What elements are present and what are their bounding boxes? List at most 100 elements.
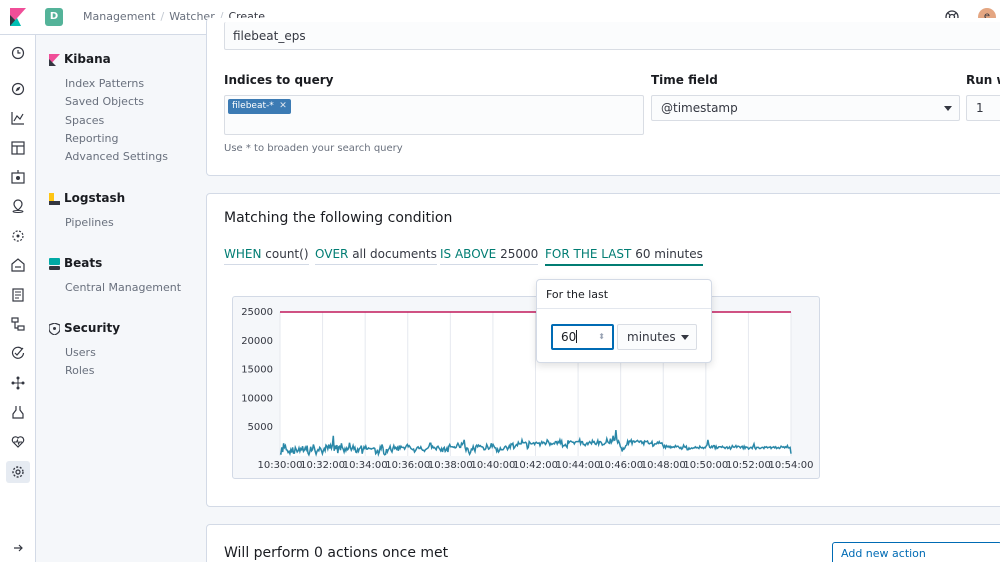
indices-help-text: Use * to broaden your search query (224, 143, 403, 154)
sidebar-item-users[interactable]: Users (65, 346, 96, 359)
logstash-section-title: Logstash (64, 191, 126, 205)
graph-icon[interactable] (11, 376, 25, 390)
sidebar-item-index-patterns[interactable]: Index Patterns (65, 77, 145, 90)
clock-icon[interactable] (11, 46, 25, 60)
name-field[interactable]: filebeat_eps (224, 22, 1000, 50)
text-cursor (576, 330, 578, 343)
visualize-icon[interactable] (11, 111, 25, 125)
kibana-logo-icon[interactable] (10, 8, 26, 26)
time-size-input[interactable]: 60 ⬍ (551, 324, 614, 350)
condition-title: Matching the following condition (224, 210, 453, 226)
infrastructure-icon[interactable] (11, 258, 25, 272)
index-chip-label: filebeat-* (232, 101, 274, 111)
x-tick-label: 10:32:00 (300, 460, 345, 471)
breadcrumb-management[interactable]: Management (83, 10, 156, 23)
icon-nav (0, 35, 36, 562)
chevron-down-icon (944, 106, 952, 111)
breadcrumb: Management / Watcher / Create (83, 10, 265, 23)
over-expression[interactable]: OVER all documents (315, 247, 437, 265)
above-expression[interactable]: IS ABOVE 25000 (440, 247, 539, 265)
x-tick-label: 10:44:00 (556, 460, 601, 471)
ml-icon[interactable] (11, 229, 25, 243)
time-size-value: 60 (561, 330, 577, 344)
when-value: count() (265, 247, 309, 261)
over-key: OVER (315, 247, 349, 261)
x-tick-label: 10:42:00 (513, 460, 558, 471)
time-unit-value: minutes (627, 330, 676, 344)
kibana-icon (49, 54, 60, 66)
for-the-last-expression[interactable]: FOR THE LAST 60 minutes (545, 247, 703, 266)
stepper-icon[interactable]: ⬍ (598, 332, 605, 341)
above-key: IS ABOVE (440, 247, 497, 261)
sidebar-item-reporting[interactable]: Reporting (65, 132, 119, 145)
sidebar-item-pipelines[interactable]: Pipelines (65, 216, 114, 229)
sidebar-item-central-management[interactable]: Central Management (65, 281, 182, 294)
x-tick-label: 10:34:00 (343, 460, 388, 471)
y-tick-label: 5000 (248, 422, 273, 433)
breadcrumb-watcher[interactable]: Watcher (169, 10, 215, 23)
indices-combobox[interactable]: filebeat-* ✕ (224, 95, 644, 135)
actions-title: Will perform 0 actions once met (224, 545, 449, 561)
when-key: WHEN (224, 247, 262, 261)
management-sidebar: Kibana Index Patterns Saved Objects Spac… (37, 35, 205, 562)
maps-icon[interactable] (11, 199, 25, 213)
dev-tools-icon[interactable] (11, 405, 25, 419)
kibana-section-title: Kibana (64, 52, 111, 66)
time-field-label: Time field (651, 73, 718, 87)
x-tick-label: 10:38:00 (428, 460, 473, 471)
beats-icon (49, 258, 60, 270)
collapse-icon[interactable] (11, 541, 25, 555)
sidebar-item-saved-objects[interactable]: Saved Objects (65, 95, 145, 108)
run-value: 1 (976, 101, 984, 115)
x-tick-label: 10:54:00 (769, 460, 814, 471)
sidebar-item-advanced-settings[interactable]: Advanced Settings (65, 150, 168, 163)
series-line (279, 430, 792, 457)
name-field-value: filebeat_eps (233, 29, 306, 43)
time-field-value: @timestamp (661, 101, 738, 115)
run-label: Run w (966, 73, 1000, 87)
x-tick-label: 10:36:00 (385, 460, 430, 471)
canvas-icon[interactable] (11, 170, 25, 184)
discover-icon[interactable] (11, 82, 25, 96)
x-tick-label: 10:48:00 (641, 460, 686, 471)
logs-icon[interactable] (11, 288, 25, 302)
x-tick-label: 10:46:00 (598, 460, 643, 471)
dashboard-icon[interactable] (11, 141, 25, 155)
management-icon[interactable] (11, 465, 25, 479)
last-key: FOR THE LAST (545, 247, 632, 261)
indices-label: Indices to query (224, 73, 334, 87)
chip-remove-icon[interactable]: ✕ (279, 101, 287, 111)
add-new-action-button[interactable]: Add new action (832, 542, 1000, 562)
y-tick-label: 20000 (241, 336, 273, 347)
sidebar-item-spaces[interactable]: Spaces (65, 114, 105, 127)
above-value: 25000 (500, 247, 539, 261)
management-active-bg (6, 461, 30, 483)
when-expression[interactable]: WHEN count() (224, 247, 309, 265)
time-unit-select[interactable]: minutes (617, 324, 697, 350)
sidebar-item-roles[interactable]: Roles (65, 364, 95, 377)
shield-icon (49, 323, 60, 335)
chevron-down-icon (681, 335, 689, 340)
apm-icon[interactable] (11, 317, 25, 331)
for-the-last-popover: For the last 60 ⬍ minutes (536, 279, 712, 363)
breadcrumb-separator: / (219, 10, 224, 23)
monitoring-icon[interactable] (11, 435, 25, 449)
time-field-select[interactable]: @timestamp (651, 95, 960, 121)
logstash-icon (49, 193, 60, 205)
popover-divider (537, 308, 711, 309)
run-input[interactable]: 1 (966, 95, 1000, 121)
x-tick-label: 10:52:00 (726, 460, 771, 471)
x-tick-label: 10:30:00 (258, 460, 303, 471)
watch-visualization-chart: 10:30:0010:32:0010:34:0010:36:0010:38:00… (241, 307, 814, 471)
security-section-title: Security (64, 321, 121, 335)
over-value: all documents (352, 247, 437, 261)
popover-title: For the last (546, 288, 609, 301)
index-chip[interactable]: filebeat-* ✕ (228, 99, 291, 114)
breadcrumb-separator: / (160, 10, 165, 23)
y-tick-label: 25000 (241, 307, 273, 318)
x-tick-label: 10:40:00 (470, 460, 515, 471)
x-tick-label: 10:50:00 (683, 460, 728, 471)
space-badge[interactable]: D (45, 8, 63, 26)
uptime-icon[interactable] (11, 346, 25, 360)
y-tick-label: 10000 (241, 393, 273, 404)
